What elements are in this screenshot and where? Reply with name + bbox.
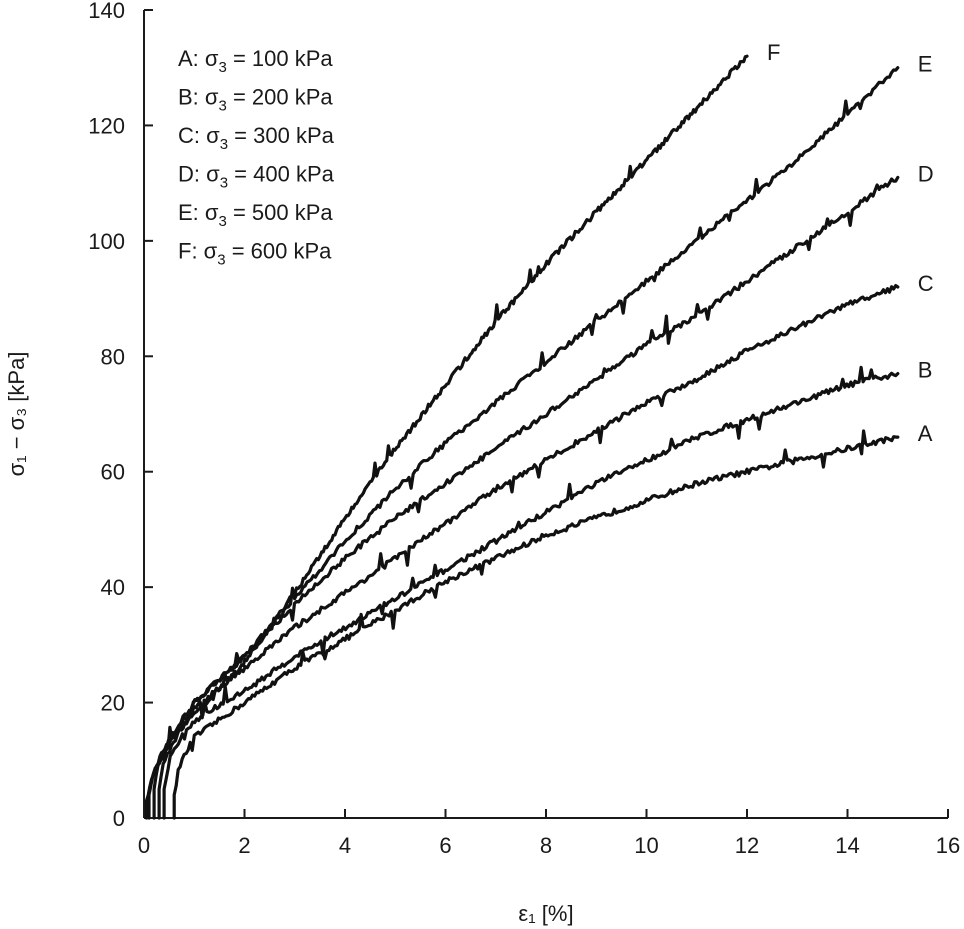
x-tick-label: 2 xyxy=(238,833,250,858)
y-axis-ticks: 0 20 40 60 80 100 120 140 xyxy=(88,0,153,831)
legend: A: σ3 = 100 kPa B: σ3 = 200 kPa C: σ3 = 30… xyxy=(178,46,335,269)
series-label-A: A xyxy=(918,421,933,446)
legend-item-C: C: σ3 = 300 kPa xyxy=(178,123,335,153)
series-curves xyxy=(144,54,900,820)
curve-F xyxy=(144,54,749,820)
y-tick-label: 0 xyxy=(113,806,125,831)
legend-item-A: A: σ3 = 100 kPa xyxy=(178,46,333,76)
series-label-E: E xyxy=(918,52,933,77)
x-tick-label: 4 xyxy=(339,833,351,858)
legend-item-F: F: σ3 = 600 kPa xyxy=(178,239,332,269)
legend-item-E: E: σ3 = 500 kPa xyxy=(178,200,333,230)
y-axis-title: σ₁ − σ₃ [kPa] xyxy=(4,352,29,477)
curve-C xyxy=(157,284,900,820)
legend-item-B: B: σ3 = 200 kPa xyxy=(178,85,333,115)
y-tick-label: 120 xyxy=(88,113,125,138)
x-tick-label: 8 xyxy=(540,833,552,858)
x-tick-label: 6 xyxy=(439,833,451,858)
curve-B xyxy=(162,365,900,820)
x-tick-label: 14 xyxy=(835,833,859,858)
legend-item-D: D: σ3 = 400 kPa xyxy=(178,162,335,192)
y-tick-label: 140 xyxy=(88,0,125,23)
curve-A xyxy=(172,429,900,820)
y-tick-label: 60 xyxy=(101,460,125,485)
series-label-B: B xyxy=(918,358,933,383)
series-end-labels: A B C D E F xyxy=(767,40,934,446)
series-label-C: C xyxy=(918,271,934,296)
y-tick-label: 80 xyxy=(101,344,125,369)
x-tick-label: 10 xyxy=(634,833,658,858)
x-tick-label: 0 xyxy=(138,833,150,858)
series-label-F: F xyxy=(767,40,780,65)
y-tick-label: 40 xyxy=(101,575,125,600)
x-tick-label: 16 xyxy=(936,833,960,858)
y-tick-label: 100 xyxy=(88,229,125,254)
x-axis-title: ε₁ [%] xyxy=(518,901,573,926)
curve-D xyxy=(152,175,900,820)
x-axis-ticks: 0 2 4 6 8 10 12 14 16 xyxy=(138,809,960,858)
series-label-D: D xyxy=(918,161,934,186)
y-tick-label: 20 xyxy=(101,691,125,716)
x-tick-label: 12 xyxy=(735,833,759,858)
